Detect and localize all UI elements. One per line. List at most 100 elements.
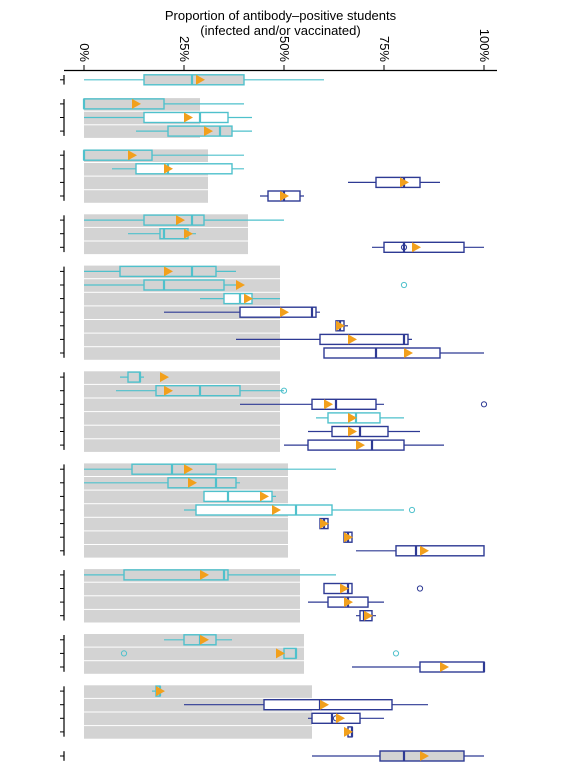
box-row [323, 582, 424, 595]
mean-marker [184, 112, 193, 123]
box-row [335, 320, 348, 332]
box-row [82, 149, 244, 161]
box-row [84, 74, 324, 86]
outlier-point [416, 585, 424, 592]
mean-marker [188, 477, 197, 488]
box-iqr [419, 661, 485, 673]
box-iqr [395, 545, 485, 557]
shade-band [84, 412, 280, 425]
mean-marker [356, 440, 365, 451]
box-row [84, 111, 252, 124]
mean-marker [164, 163, 173, 174]
box-iqr [375, 176, 421, 189]
box-row [343, 531, 353, 543]
mean-marker [200, 634, 209, 645]
box-iqr [83, 149, 153, 161]
box-row [312, 750, 484, 762]
box-row [84, 569, 336, 581]
shade-band [84, 545, 288, 558]
box-row [120, 371, 169, 383]
box-iqr [83, 98, 165, 110]
box-row [136, 125, 252, 137]
chart-subtitle: (infected and/or vaccinated) [200, 23, 361, 38]
box-iqr [283, 647, 297, 660]
box-iqr [203, 490, 273, 503]
box-row [164, 634, 232, 646]
chart-title: Proportion of antibody–positive students… [0, 8, 561, 38]
box-iqr [143, 74, 245, 86]
outlier-point [280, 387, 288, 394]
x-tick-label: 75% [377, 36, 392, 62]
mean-marker [336, 713, 345, 724]
mean-marker [272, 505, 281, 515]
box-row [308, 425, 420, 438]
mean-marker [196, 74, 205, 85]
box-iqr [143, 279, 225, 291]
shade-band [84, 439, 280, 452]
mean-marker [244, 293, 253, 304]
box-iqr [195, 504, 333, 516]
outlier-point [120, 650, 128, 657]
mean-marker [156, 686, 165, 697]
box-iqr [167, 477, 237, 489]
box-row [344, 726, 354, 738]
box-iqr [155, 385, 241, 397]
x-tick-label: 0% [77, 43, 92, 62]
mean-marker [340, 583, 349, 594]
marks-layer [82, 74, 488, 762]
box-row [84, 214, 284, 226]
box-row [352, 661, 486, 673]
box-row [319, 517, 329, 530]
box-row [82, 98, 244, 110]
x-tick-label: 50% [277, 36, 292, 62]
box-row [356, 610, 376, 622]
box-row [308, 596, 384, 608]
mean-marker [280, 307, 289, 318]
box-row [164, 306, 320, 318]
shade-band [84, 582, 300, 596]
box-row [240, 398, 488, 410]
box-row [128, 227, 196, 240]
shade-band [84, 333, 280, 347]
mean-marker [236, 280, 245, 290]
box-row [348, 176, 440, 189]
box-iqr [239, 306, 317, 318]
mean-marker [184, 464, 193, 475]
shade-band [84, 241, 248, 255]
box-iqr [167, 125, 233, 137]
mean-marker [260, 491, 269, 502]
mean-marker [276, 648, 285, 659]
box-iqr [127, 371, 141, 383]
shade-band [84, 347, 280, 360]
shade-band [84, 596, 300, 609]
box-row [236, 333, 412, 346]
box-iqr [131, 463, 217, 475]
box-row [184, 504, 416, 516]
shade-band [84, 371, 280, 384]
shade-band [84, 517, 288, 531]
outlier-point [408, 506, 416, 514]
mean-marker [404, 348, 413, 358]
mean-marker [164, 385, 173, 396]
box-row [112, 163, 244, 175]
mean-marker [364, 610, 373, 621]
box-row [84, 463, 336, 475]
mean-marker [128, 150, 137, 161]
box-row [284, 439, 444, 451]
mean-marker [184, 228, 193, 239]
x-tick-label: 100% [477, 29, 492, 63]
outlier-point [400, 244, 408, 251]
mean-marker [400, 177, 409, 188]
shade-band [84, 398, 280, 412]
box-iqr [383, 241, 465, 254]
box-row [84, 265, 236, 278]
mean-marker [348, 412, 357, 423]
mean-marker [164, 266, 173, 277]
outlier-point [480, 401, 488, 408]
shade-band [84, 726, 312, 739]
mean-marker [440, 662, 449, 672]
mean-marker [280, 191, 289, 201]
box-iqr [323, 347, 441, 359]
mean-marker [348, 426, 357, 437]
